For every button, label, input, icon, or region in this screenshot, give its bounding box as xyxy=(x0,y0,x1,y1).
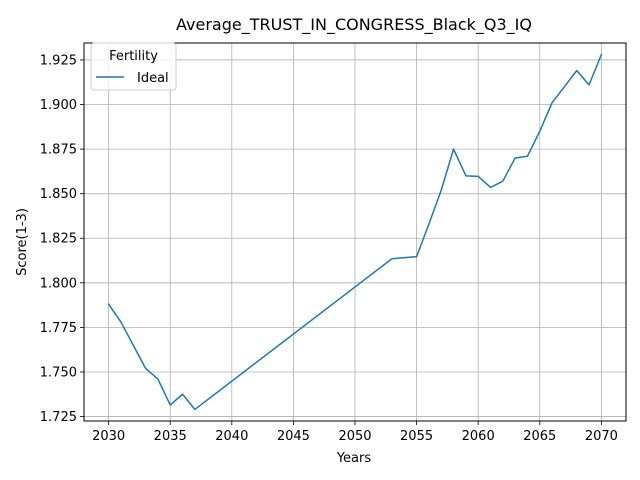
y-tick-label: 1.800 xyxy=(40,276,77,291)
y-tick-label: 1.750 xyxy=(40,365,77,380)
y-tick-label: 1.825 xyxy=(40,232,77,247)
x-tick-label: 2040 xyxy=(215,429,248,444)
y-tick-label: 1.850 xyxy=(40,187,77,202)
x-tick-label: 2030 xyxy=(92,429,125,444)
x-tick-label: 2050 xyxy=(338,429,371,444)
series-layer xyxy=(107,53,603,411)
x-axis-label: Years xyxy=(336,451,372,466)
chart-title: Average_TRUST_IN_CONGRESS_Black_Q3_IQ xyxy=(176,15,532,35)
y-tick-label: 1.725 xyxy=(40,410,77,425)
x-tick-label: 2045 xyxy=(277,429,310,444)
y-tick-label: 1.875 xyxy=(40,143,77,158)
x-tick-label: 2070 xyxy=(585,429,618,444)
x-tick-label: 2035 xyxy=(154,429,187,444)
y-tick-label: 1.900 xyxy=(40,98,77,113)
series-line-ideal xyxy=(107,53,603,411)
legend-entry-ideal: Ideal xyxy=(137,71,169,86)
grid-lines xyxy=(84,43,626,421)
y-tick-label: 1.925 xyxy=(40,53,77,68)
plot-frame xyxy=(83,42,627,422)
y-axis-ticks: 1.725 1.750 1.775 1.800 1.825 1.850 1.875 1.900… xyxy=(40,53,84,425)
x-tick-label: 2065 xyxy=(523,429,556,444)
x-tick-label: 2060 xyxy=(462,429,495,444)
y-axis-label: Score(1-3) xyxy=(15,208,30,276)
legend: Fertility Ideal xyxy=(90,42,177,91)
legend-box xyxy=(90,42,177,91)
x-tick-label: 2055 xyxy=(400,429,433,444)
x-axis-ticks: 2030 2035 2040 2045 2050 2055 2060 2065 2070 xyxy=(92,421,618,444)
y-tick-label: 1.775 xyxy=(40,321,77,336)
legend-title: Fertility xyxy=(109,49,158,64)
